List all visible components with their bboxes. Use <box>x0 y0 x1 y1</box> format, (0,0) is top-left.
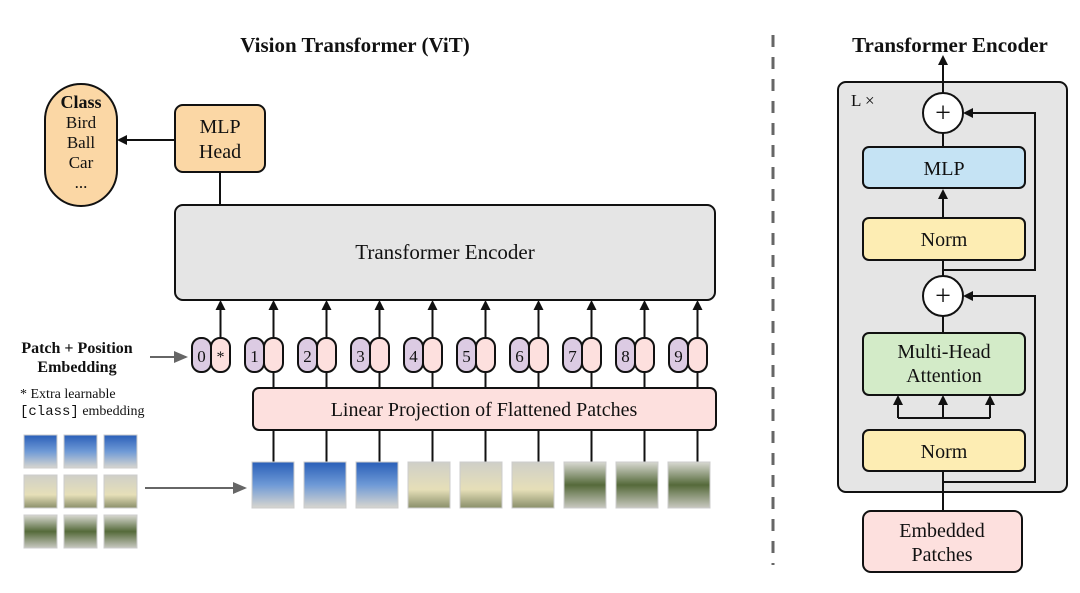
image-patch <box>459 461 503 509</box>
projection-label: Linear Projection of Flattened Patches <box>331 399 638 421</box>
token-0: 0 * <box>191 300 231 373</box>
position-index: 7 <box>568 347 577 366</box>
patch-embedding <box>263 337 284 373</box>
token-7: 7 <box>562 300 602 462</box>
position-index: 3 <box>356 347 365 366</box>
encoder-detail-title: Transformer Encoder <box>852 33 1048 57</box>
extra-note-line1: * Extra learnable <box>20 387 116 402</box>
patch-embedding <box>422 337 443 373</box>
plus-sign: + <box>935 281 951 312</box>
image-grid-patch <box>23 434 58 469</box>
patch-embedding <box>475 337 496 373</box>
image-grid-patch <box>103 474 138 509</box>
norm-box-bottom: Norm <box>862 429 1026 472</box>
transformer-encoder-box: Transformer Encoder <box>174 204 716 301</box>
patches <box>23 434 711 549</box>
image-grid-patch <box>23 514 58 549</box>
token-2: 2 <box>297 300 337 462</box>
patch-embedding <box>369 337 390 373</box>
residual-add-middle: + <box>922 275 964 317</box>
patch-embedding <box>581 337 602 373</box>
image-grid-patch <box>63 434 98 469</box>
image-patch <box>251 461 295 509</box>
position-index: 4 <box>409 347 418 366</box>
mlp-head-label: MLP <box>199 116 240 138</box>
mlp-head-box: MLP Head <box>174 104 266 173</box>
class-item: Car <box>69 153 94 172</box>
class-code: [class] <box>20 404 79 420</box>
mlp-head-label: Head <box>199 141 241 163</box>
image-patch <box>511 461 555 509</box>
repeat-label: L × <box>851 91 875 110</box>
token-4: 4 <box>403 300 443 462</box>
embedding-label: Embedding <box>37 359 116 376</box>
image-patch <box>615 461 659 509</box>
token-6: 6 <box>509 300 549 462</box>
plus-sign: + <box>935 98 951 129</box>
vit-title: Vision Transformer (ViT) <box>240 33 469 57</box>
tokens: 0 * 1 2 3 4 5 6 7 8 9 <box>191 300 708 462</box>
patch-embedding <box>316 337 337 373</box>
mlp-box: MLP <box>862 146 1026 189</box>
token-1: 1 <box>244 300 284 462</box>
class-item: Bird <box>66 113 97 132</box>
attention-label: Attention <box>906 365 982 387</box>
position-index: 5 <box>462 347 471 366</box>
norm-box-top: Norm <box>862 217 1026 261</box>
class-item: ... <box>75 173 88 192</box>
position-index: 6 <box>515 347 524 366</box>
class-output: Class Bird Ball Car ... <box>44 83 118 207</box>
position-index: 8 <box>621 347 630 366</box>
image-grid-patch <box>103 434 138 469</box>
linear-projection-box: Linear Projection of Flattened Patches <box>252 387 717 431</box>
position-index: 9 <box>674 347 683 366</box>
image-grid-patch <box>63 474 98 509</box>
embedding-label: Patch + Position <box>21 340 132 357</box>
attention-box: Multi-Head Attention <box>862 332 1026 396</box>
image-patch <box>407 461 451 509</box>
position-index: 2 <box>303 347 312 366</box>
image-patch <box>667 461 711 509</box>
residual-add-top: + <box>922 92 964 134</box>
image-grid-patch <box>23 474 58 509</box>
image-patch <box>303 461 347 509</box>
position-index: 0 <box>197 347 206 366</box>
extra-note-line2: [class] embedding <box>20 404 145 420</box>
mlp-label: MLP <box>923 158 964 180</box>
patch-embedding <box>687 337 708 373</box>
input-label: Embedded <box>899 520 985 542</box>
class-title: Class <box>60 92 101 112</box>
token-5: 5 <box>456 300 496 462</box>
token-3: 3 <box>350 300 390 462</box>
token-8: 8 <box>615 300 655 462</box>
image-grid-patch <box>63 514 98 549</box>
norm-label: Norm <box>921 229 968 251</box>
patch-embedding <box>634 337 655 373</box>
norm-label: Norm <box>921 441 968 463</box>
attention-label: Multi-Head <box>897 341 990 363</box>
patch-embedding <box>528 337 549 373</box>
image-grid-patch <box>103 514 138 549</box>
position-index: 1 <box>250 347 259 366</box>
class-token-marker: * <box>217 349 225 366</box>
extra-note-rest: embedding <box>79 404 145 419</box>
encoder-label: Transformer Encoder <box>355 240 534 264</box>
embedded-patches-box: Embedded Patches <box>862 510 1023 573</box>
image-patch <box>563 461 607 509</box>
class-item: Ball <box>67 133 96 152</box>
image-patch <box>355 461 399 509</box>
input-label: Patches <box>911 544 972 566</box>
token-9: 9 <box>668 300 708 462</box>
